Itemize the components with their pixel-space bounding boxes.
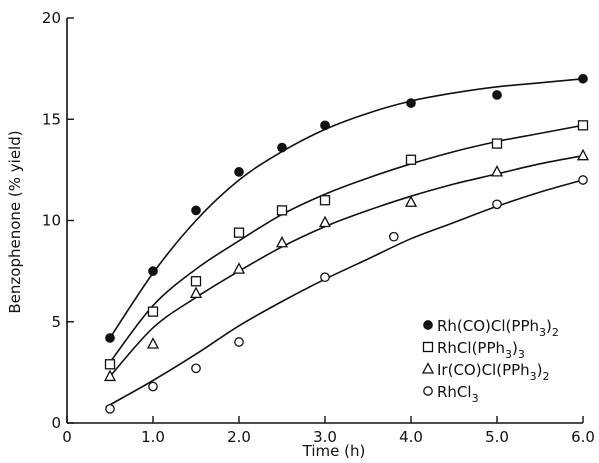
data-point [320, 272, 330, 283]
x-tick-label: 3.0 [313, 428, 337, 446]
data-point [191, 363, 201, 374]
data-point [233, 227, 245, 238]
data-point [148, 381, 158, 392]
y-axis-ticks: 0 5 10 15 20 [42, 9, 74, 432]
data-point [275, 235, 289, 248]
legend-marker [423, 320, 433, 330]
data-point [277, 142, 287, 153]
x-axis-ticks: 0 1.0 2.0 3.0 4.0 5.0 6.0 [62, 416, 595, 446]
data-point [232, 262, 246, 274]
y-tick-label: 20 [42, 9, 61, 27]
data-point [578, 73, 588, 84]
fit-curve-0 [109, 78, 584, 339]
data-point [276, 205, 288, 216]
legend-marker [423, 386, 433, 396]
data-point [576, 148, 590, 161]
data-point [191, 205, 201, 216]
data-point [146, 337, 160, 349]
data-point [492, 199, 502, 210]
legend-entry: Rh(CO)Cl(PPh3)2 [437, 317, 559, 339]
data-point [319, 195, 331, 206]
data-point [189, 286, 203, 299]
x-tick-label: 5.0 [485, 428, 509, 446]
data-point [104, 359, 116, 370]
data-point [320, 120, 330, 131]
data-point [491, 138, 503, 149]
x-tick-label: 6.0 [571, 428, 595, 446]
y-axis-label: Benzophenone (% yield) [6, 130, 24, 313]
data-point [577, 120, 589, 131]
data-point [147, 306, 159, 317]
data-point [105, 333, 115, 343]
x-tick-label: 0 [62, 428, 72, 446]
data-point [318, 215, 332, 228]
data-point [234, 167, 244, 177]
legend-marker [422, 341, 434, 353]
x-tick-label: 2.0 [227, 428, 251, 446]
legend: Rh(CO)Cl(PPh3)2RhCl(PPh3)3Ir(CO)Cl(PPh3)… [421, 317, 559, 405]
legend-entry: Ir(CO)Cl(PPh3)2 [437, 361, 550, 383]
data-point [148, 266, 158, 276]
data-point [388, 231, 399, 242]
y-tick-label: 10 [42, 212, 61, 230]
x-tick-label: 1.0 [141, 428, 165, 446]
y-tick-label: 0 [51, 414, 61, 432]
data-point [105, 403, 115, 414]
data-point [406, 98, 416, 108]
data-markers [103, 73, 590, 414]
data-point [490, 165, 504, 177]
data-point [103, 369, 117, 382]
x-axis-label: Time (h) [302, 442, 366, 460]
data-point [404, 195, 418, 207]
legend-entry: RhCl3 [437, 383, 479, 405]
data-point [405, 154, 417, 165]
y-tick-label: 15 [42, 110, 61, 128]
data-point [578, 175, 588, 185]
legend-entry: RhCl(PPh3)3 [437, 339, 525, 361]
data-point [234, 337, 244, 347]
legend-marker [421, 362, 435, 374]
x-tick-label: 4.0 [399, 428, 423, 446]
data-point [492, 90, 502, 100]
y-tick-label: 5 [51, 313, 61, 331]
data-point [190, 276, 202, 287]
